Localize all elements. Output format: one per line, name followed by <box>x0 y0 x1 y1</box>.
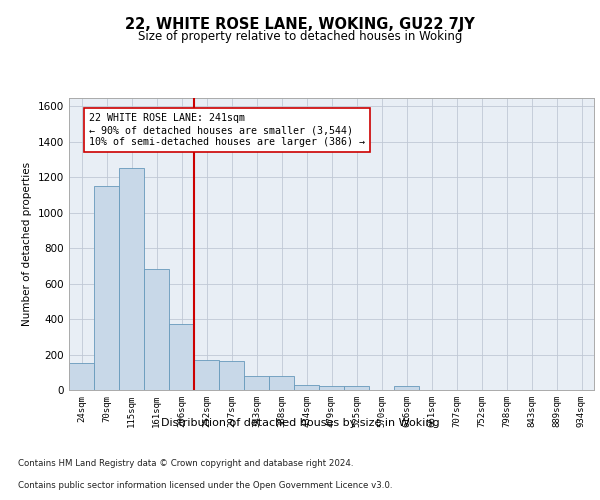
Text: Contains public sector information licensed under the Open Government Licence v3: Contains public sector information licen… <box>18 480 392 490</box>
Bar <box>94 186 119 390</box>
Text: 22, WHITE ROSE LANE, WOKING, GU22 7JY: 22, WHITE ROSE LANE, WOKING, GU22 7JY <box>125 18 475 32</box>
Bar <box>219 361 244 390</box>
Bar <box>194 360 219 390</box>
Bar <box>244 376 269 390</box>
Text: Size of property relative to detached houses in Woking: Size of property relative to detached ho… <box>138 30 462 43</box>
Bar <box>119 168 144 390</box>
Y-axis label: Number of detached properties: Number of detached properties <box>22 162 32 326</box>
Bar <box>394 386 419 390</box>
Text: 22 WHITE ROSE LANE: 241sqm
← 90% of detached houses are smaller (3,544)
10% of s: 22 WHITE ROSE LANE: 241sqm ← 90% of deta… <box>89 114 365 146</box>
Bar <box>294 384 319 390</box>
Bar <box>169 324 194 390</box>
Bar <box>269 376 294 390</box>
Text: Contains HM Land Registry data © Crown copyright and database right 2024.: Contains HM Land Registry data © Crown c… <box>18 460 353 468</box>
Bar <box>69 364 94 390</box>
Bar <box>344 386 369 390</box>
Text: Distribution of detached houses by size in Woking: Distribution of detached houses by size … <box>161 418 439 428</box>
Bar <box>319 386 344 390</box>
Bar <box>144 270 169 390</box>
